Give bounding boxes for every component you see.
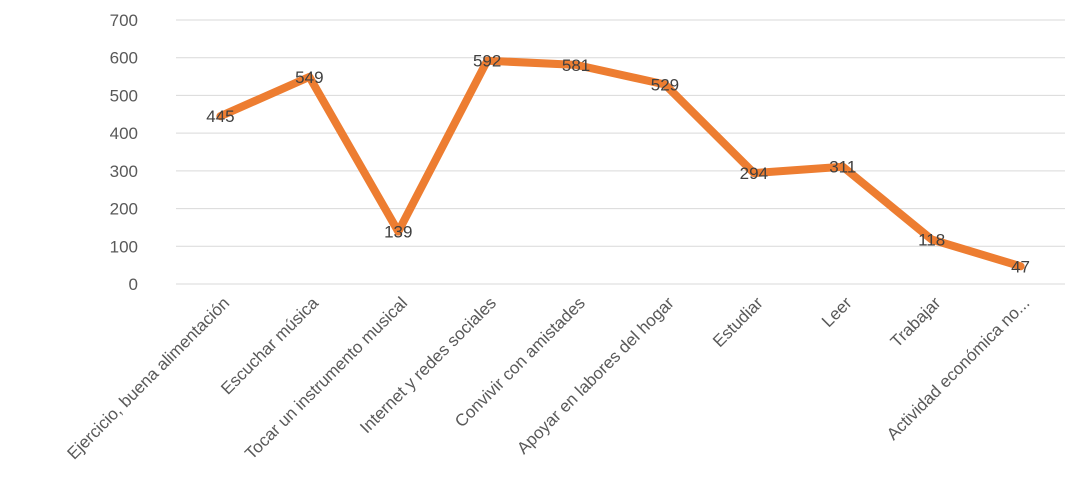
x-tick-label: Apoyar en labores del hogar bbox=[513, 293, 678, 458]
x-tick-label: Leer bbox=[818, 293, 856, 331]
data-label: 47 bbox=[1011, 257, 1030, 276]
data-label: 311 bbox=[829, 158, 856, 177]
data-labels: 445 549 139 592 581 529 294 311 118 47 bbox=[206, 52, 1030, 277]
x-tick-label: Trabajar bbox=[887, 293, 945, 351]
data-label: 445 bbox=[206, 107, 234, 126]
data-label: 139 bbox=[384, 223, 412, 242]
y-tick-label: 400 bbox=[110, 124, 138, 143]
x-tick-label: Actividad económica no... bbox=[883, 293, 1033, 443]
y-tick-label: 100 bbox=[110, 237, 138, 256]
x-tick-label: Escuchar música bbox=[217, 293, 322, 398]
data-label: 294 bbox=[740, 164, 768, 183]
data-label: 118 bbox=[918, 230, 945, 249]
data-label: 592 bbox=[473, 52, 501, 71]
y-tick-label: 700 bbox=[110, 11, 138, 30]
y-tick-label: 0 bbox=[129, 275, 138, 294]
x-tick-label: Ejercicio, buena alimentación bbox=[63, 293, 233, 463]
x-tick-label: Tocar un instrumento musical bbox=[241, 293, 411, 463]
y-tick-label: 300 bbox=[110, 162, 138, 181]
series-layer bbox=[216, 56, 1025, 271]
y-axis-tick-labels: 0 100 200 300 400 500 600 700 bbox=[110, 11, 138, 294]
data-label: 549 bbox=[295, 68, 323, 87]
data-label: 529 bbox=[651, 75, 679, 94]
x-tick-label: Estudiar bbox=[709, 293, 767, 351]
series-line bbox=[216, 56, 1025, 271]
y-tick-label: 200 bbox=[110, 200, 138, 219]
data-label: 581 bbox=[562, 56, 590, 75]
y-tick-label: 600 bbox=[110, 49, 138, 68]
y-tick-label: 500 bbox=[110, 86, 138, 105]
